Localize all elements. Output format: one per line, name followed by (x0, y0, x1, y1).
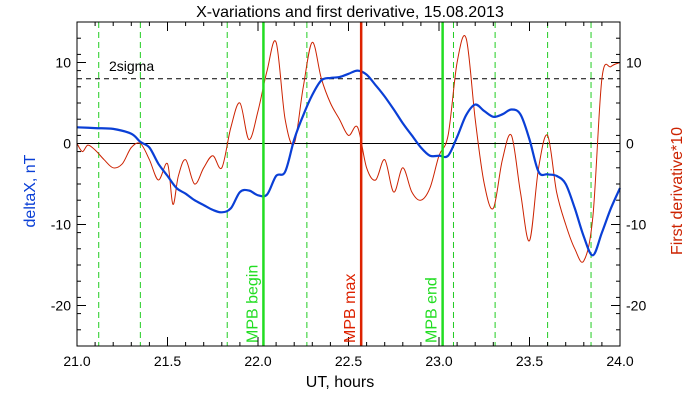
x-tick-label: 21.0 (63, 353, 90, 369)
reference-lines (77, 78, 620, 144)
y-tick-label-left: 10 (55, 55, 71, 71)
derivative-series (76, 35, 621, 263)
deltax-series (76, 69, 622, 257)
y-axis-label-right: First derivative*10 (669, 127, 686, 255)
x-tick-label: 23.0 (425, 353, 452, 369)
x-tick-label: 22.0 (244, 353, 271, 369)
x-axis-label: UT, hours (306, 374, 374, 391)
mpb-begin-label: MPB begin (244, 265, 261, 343)
x-tick-label: 24.0 (606, 353, 633, 369)
mpb-marker-lines (262, 22, 444, 346)
x-tick-label: 23.5 (516, 353, 543, 369)
y-tick-label-right: 10 (626, 55, 642, 71)
y-tick-label-left: -10 (51, 217, 71, 233)
y-tick-label-right: 0 (626, 136, 634, 152)
y-tick-label-right: -20 (626, 298, 646, 314)
axis-ticks: 21.0 21.5 22.0 22.5 23.0 23.5 24.0 -20 -20 -10 -10… (51, 21, 646, 369)
mpb-max-label: MPB max (342, 274, 359, 343)
y-tick-label-right: -10 (626, 217, 646, 233)
two-sigma-label: 2sigma (109, 58, 154, 74)
x-tick-label: 22.5 (335, 353, 362, 369)
mpb-end-label: MPB end (424, 277, 441, 343)
y-tick-label-left: 0 (63, 136, 71, 152)
y-tick-label-left: -20 (51, 298, 71, 314)
dashed-marker-lines (98, 22, 592, 346)
derivative-line (76, 35, 621, 263)
deltaX-line (76, 69, 622, 257)
x-tick-label: 21.5 (154, 353, 181, 369)
y-axis-label-left: deltaX, nT (22, 154, 39, 227)
chart-title: X-variations and first derivative, 15.08… (196, 4, 504, 21)
